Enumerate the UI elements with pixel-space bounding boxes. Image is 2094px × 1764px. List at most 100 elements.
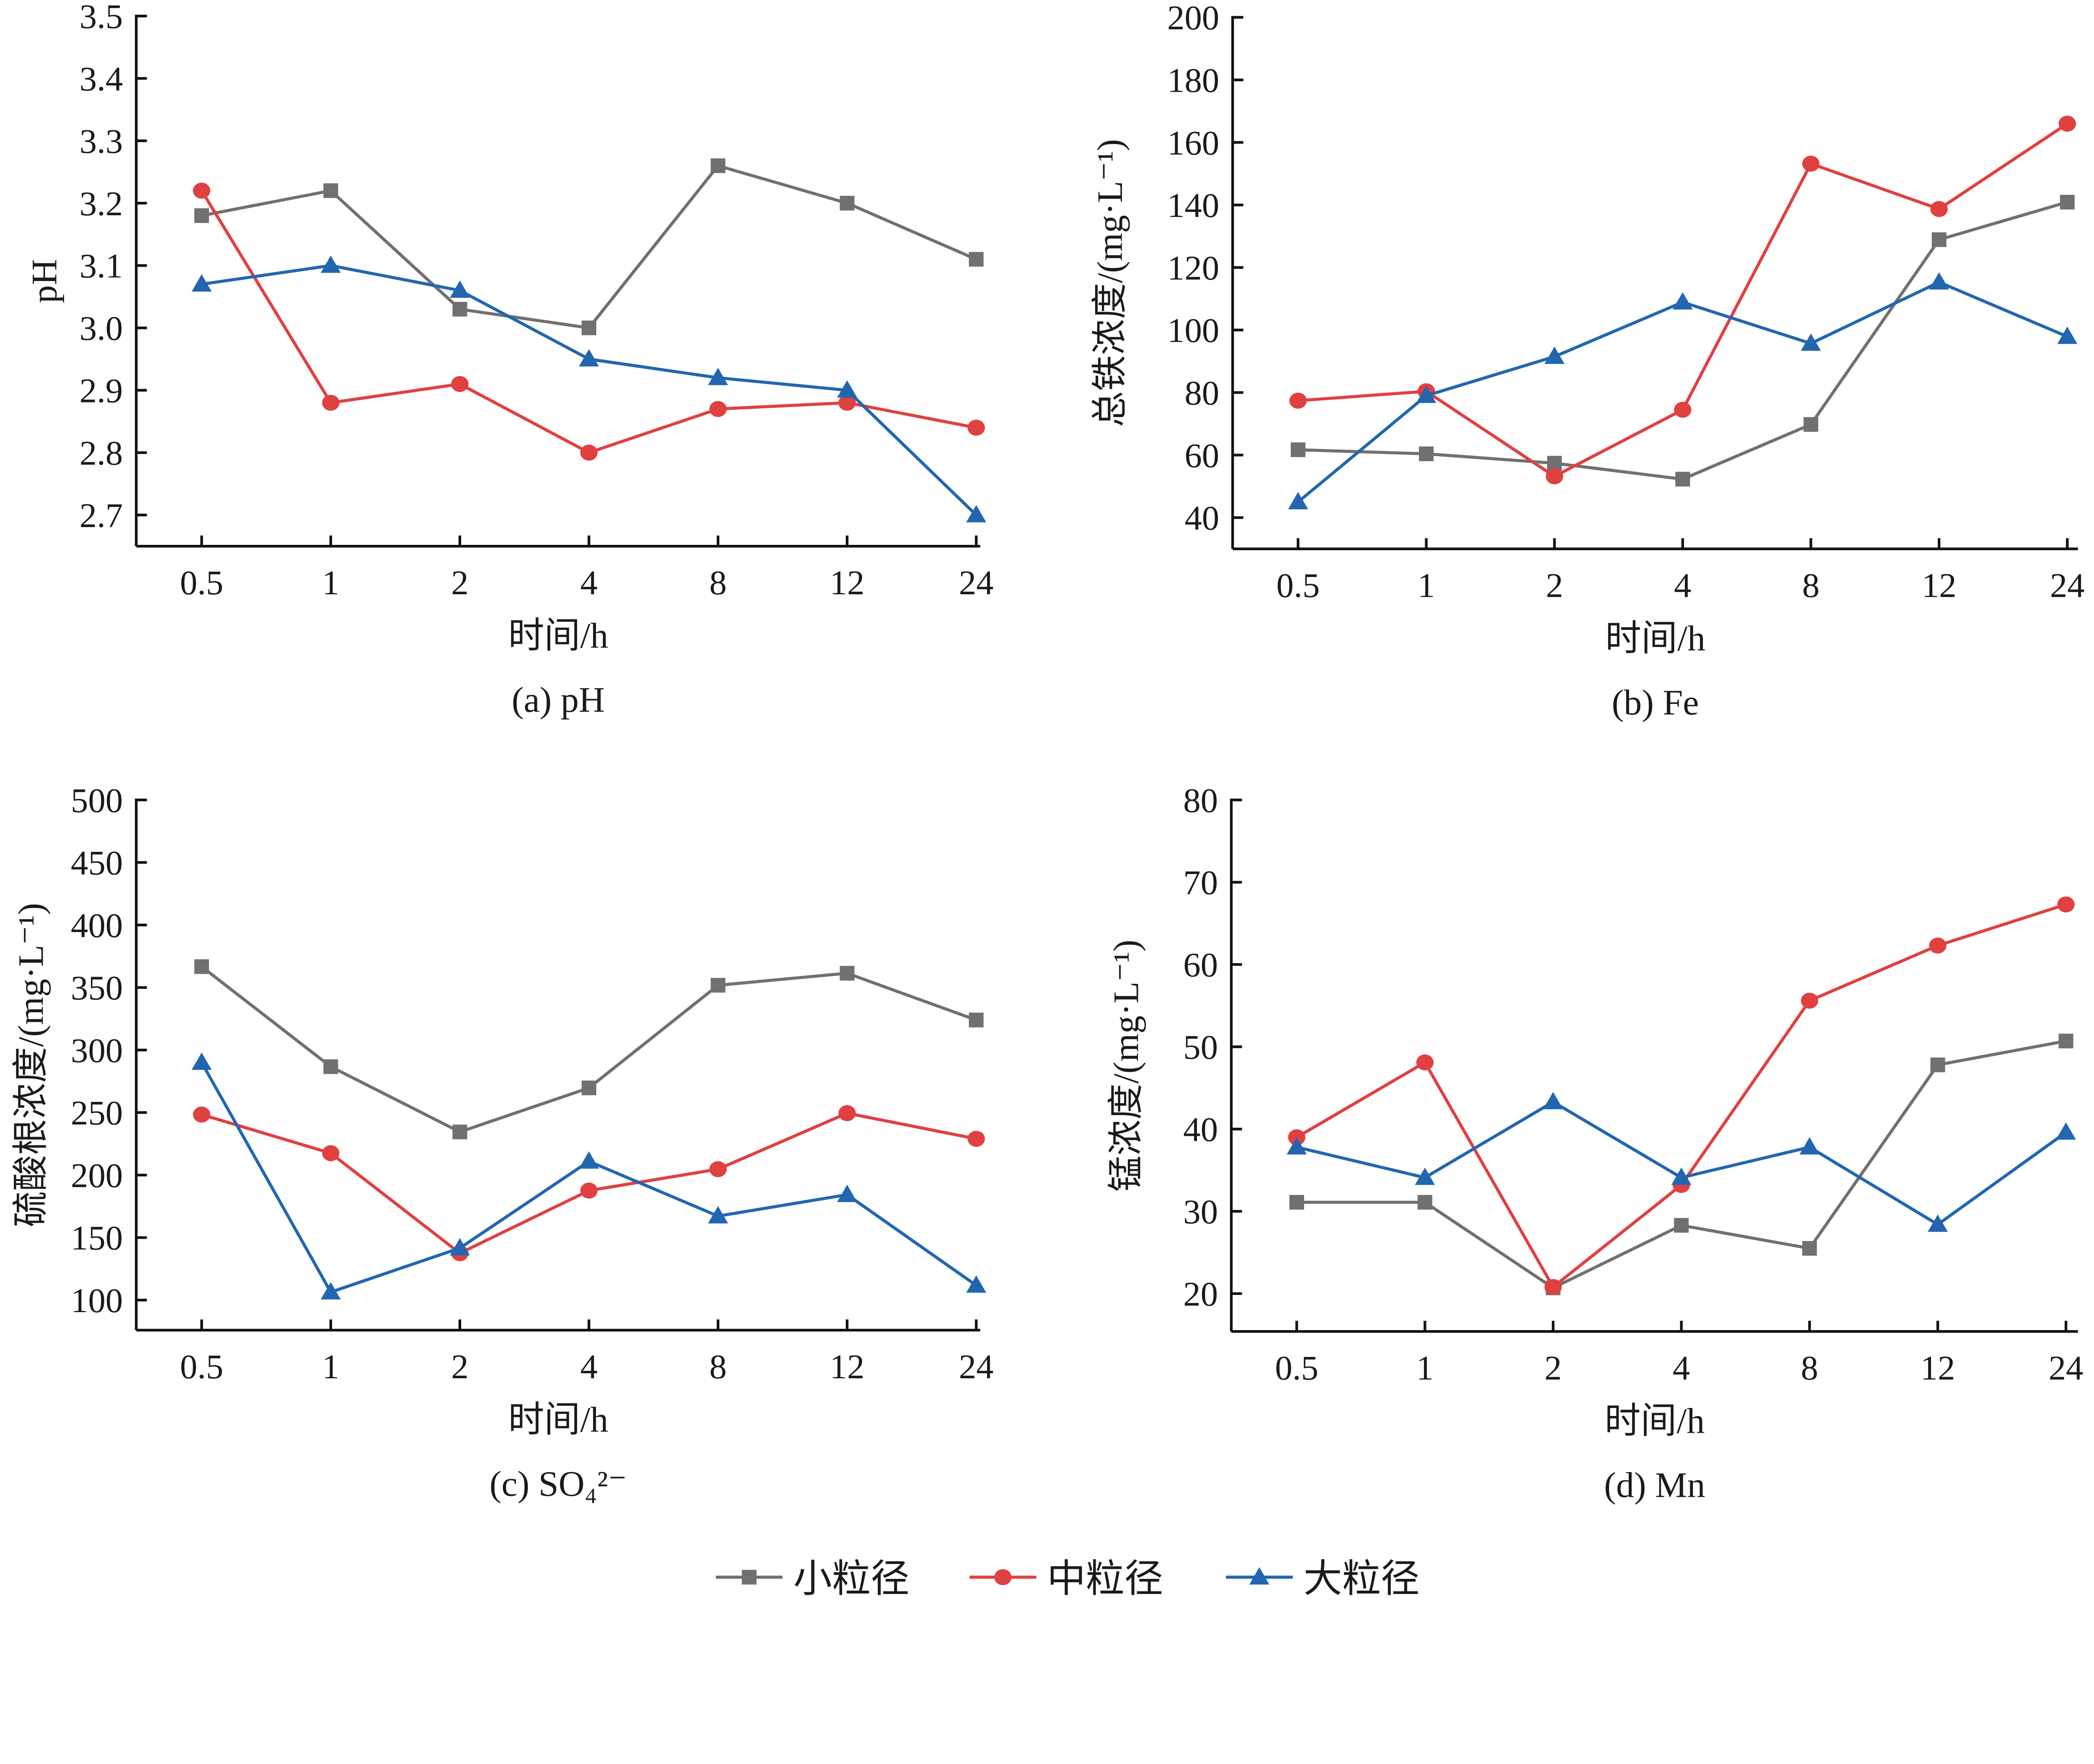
y-tick-label: 3.4 — [80, 59, 123, 98]
data-point — [1287, 1137, 1307, 1155]
data-point — [1674, 402, 1692, 418]
data-point — [581, 320, 596, 335]
data-point — [1289, 1195, 1304, 1210]
x-tick-label: 2 — [451, 1347, 468, 1386]
data-point — [710, 978, 726, 993]
data-point — [1674, 1218, 1689, 1233]
series-line — [201, 264, 977, 516]
data-point — [191, 1052, 212, 1070]
y-tick-label: 2.9 — [80, 371, 123, 410]
y-tick-label: 80 — [1184, 374, 1219, 412]
legend-marker — [1249, 1567, 1269, 1585]
x-tick-label: 12 — [1922, 566, 1957, 604]
data-point — [1289, 392, 1307, 409]
series-line — [200, 1062, 977, 1294]
data-point — [1544, 346, 1565, 364]
x-tick-label: 1 — [322, 563, 339, 602]
data-point — [451, 376, 469, 392]
y-tick-label: 3.0 — [80, 309, 123, 348]
x-axis-label: 时间/h — [1604, 1401, 1705, 1441]
x-tick-label: 24 — [959, 1347, 994, 1386]
data-point — [580, 444, 598, 461]
data-point — [837, 380, 857, 398]
x-tick-label: 0.5 — [180, 1347, 224, 1386]
y-tick-label: 400 — [71, 906, 123, 944]
data-point — [1547, 456, 1562, 471]
data-point — [708, 368, 728, 385]
x-axis-label: 时间/h — [508, 1399, 608, 1439]
x-tick-label: 1 — [1416, 1349, 1434, 1387]
y-tick-label: 3.2 — [80, 184, 123, 223]
series-1 — [1289, 1034, 2073, 1295]
x-tick-label: 1 — [322, 1347, 339, 1386]
series-line — [1297, 1039, 2066, 1290]
data-point — [710, 158, 726, 173]
x-tick-label: 2 — [1546, 566, 1563, 604]
panel-caption: (d) Mn — [1604, 1465, 1705, 1505]
x-tick-label: 8 — [709, 1347, 727, 1386]
y-tick-label: 180 — [1167, 61, 1219, 99]
panel-caption: (c) SO₄²⁻ — [490, 1463, 627, 1504]
y-tick-label: 50 — [1183, 1028, 1218, 1066]
data-point — [1803, 417, 1818, 432]
data-point — [1290, 442, 1306, 457]
data-point — [450, 1238, 470, 1256]
data-point — [2058, 116, 2076, 132]
data-point — [1930, 201, 1948, 217]
y-tick-label: 3.3 — [80, 122, 123, 160]
data-point — [1417, 1195, 1432, 1210]
data-point — [966, 505, 986, 523]
series-2 — [1288, 896, 2075, 1295]
data-point — [1415, 1167, 1435, 1185]
data-point — [193, 183, 211, 199]
data-point — [709, 1161, 727, 1177]
y-tick-label: 140 — [1167, 186, 1219, 224]
data-point — [2060, 195, 2075, 210]
y-tick-label: 100 — [71, 1281, 123, 1320]
data-point — [1288, 492, 1308, 510]
data-point — [840, 966, 855, 981]
data-point — [579, 1151, 599, 1169]
data-point — [838, 1105, 856, 1122]
data-point — [579, 349, 599, 366]
legend-marker — [742, 1570, 757, 1585]
data-point — [840, 196, 855, 211]
panel-caption: (b) Fe — [1612, 682, 1699, 722]
y-tick-label: 3.5 — [80, 0, 123, 36]
legend-label: 小粒径 — [793, 1558, 909, 1601]
data-point — [322, 395, 340, 411]
data-point — [1802, 155, 1820, 172]
series-3 — [1287, 1092, 2076, 1232]
x-tick-label: 24 — [2050, 566, 2085, 604]
y-tick-label: 300 — [71, 1031, 123, 1070]
data-point — [580, 1182, 598, 1199]
data-point — [1419, 446, 1434, 462]
x-tick-label: 2 — [1545, 1349, 1562, 1387]
data-point — [967, 420, 985, 436]
data-point — [969, 252, 984, 267]
y-axis-label: 锰浓度/(mg·L⁻¹) — [1106, 940, 1146, 1192]
data-point — [2057, 326, 2078, 344]
y-tick-label: 200 — [1167, 0, 1219, 37]
data-point — [194, 959, 209, 974]
y-tick-label: 3.1 — [80, 247, 123, 285]
y-tick-label: 350 — [71, 969, 123, 1007]
y-tick-label: 2.8 — [80, 434, 123, 472]
x-axis-label: 时间/h — [1605, 618, 1705, 658]
data-point — [1543, 1092, 1563, 1109]
data-point — [322, 1145, 340, 1161]
legend-entry: 小粒径 — [716, 1558, 910, 1601]
series-3 — [1288, 272, 2078, 510]
data-point — [966, 1275, 986, 1293]
y-axis-label: 总铁浓度/(mg·L⁻¹) — [1090, 139, 1130, 427]
data-point — [967, 1131, 985, 1147]
data-point — [709, 401, 727, 417]
data-point — [2058, 1034, 2073, 1049]
chart-panels: 2.72.82.93.03.13.23.33.43.50.5 1 2 4 8 12 24时间… — [11, 0, 2085, 1505]
x-tick-label: 0.5 — [1275, 1349, 1318, 1387]
y-tick-label: 2.7 — [80, 496, 123, 534]
series-2 — [193, 183, 985, 461]
y-tick-label: 60 — [1184, 436, 1219, 475]
data-point — [1675, 472, 1690, 487]
